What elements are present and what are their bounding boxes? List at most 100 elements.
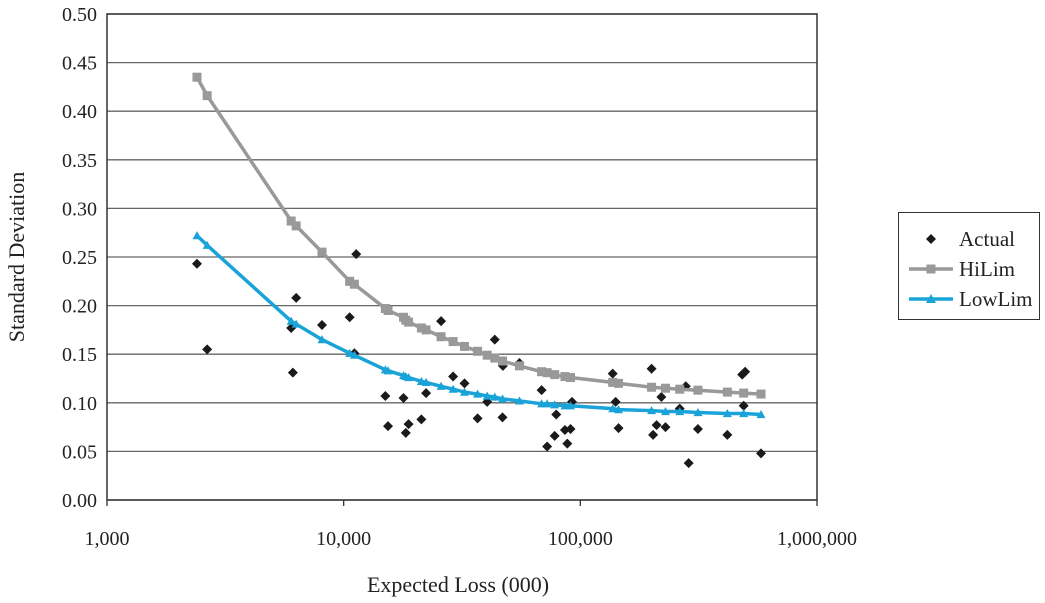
data-point-lowlim xyxy=(614,405,624,414)
data-point-hilim xyxy=(459,341,469,351)
x-tick-labels: 1,000 10,000 100,000 1,000,000 xyxy=(85,500,857,550)
data-point-actual xyxy=(351,249,362,260)
data-point-actual xyxy=(562,438,573,449)
plot-frame xyxy=(106,13,818,501)
data-point-actual xyxy=(551,409,562,420)
data-point-lowlim xyxy=(482,391,492,400)
legend: Actual HiLim LowLim xyxy=(898,212,1040,320)
y-tick-label: 0.05 xyxy=(62,441,97,463)
data-point-actual xyxy=(380,390,391,401)
data-point-hilim xyxy=(739,388,749,398)
data-point-actual xyxy=(489,334,500,345)
data-point-lowlim xyxy=(498,394,508,403)
data-point-actual xyxy=(565,424,576,435)
data-point-lowlim xyxy=(514,396,524,405)
data-point-lowlim xyxy=(286,316,296,325)
data-point-hilim xyxy=(192,72,202,82)
data-point-actual xyxy=(421,388,432,399)
data-point-hilim xyxy=(614,378,624,388)
data-point-hilim xyxy=(473,346,483,356)
data-point-hilim xyxy=(660,383,670,393)
data-point-actual xyxy=(656,391,667,402)
y-tick-label: 0.50 xyxy=(62,4,97,26)
data-point-actual xyxy=(660,422,671,433)
legend-item-lowlim: LowLim xyxy=(907,285,1033,313)
legend-marker-actual xyxy=(926,234,936,244)
data-point-actual xyxy=(191,258,202,269)
legend-swatch-graphic xyxy=(909,294,953,303)
data-point-hilim xyxy=(498,356,508,366)
data-point-lowlim xyxy=(192,231,202,240)
series-layer xyxy=(191,72,767,469)
data-point-actual xyxy=(398,392,409,403)
data-point-actual xyxy=(648,429,659,440)
data-point-actual xyxy=(613,423,624,434)
x-axis-title: Expected Loss (000) xyxy=(367,572,549,597)
legend-swatch-hilim xyxy=(907,259,955,279)
data-point-lowlim xyxy=(317,335,327,344)
data-point-hilim xyxy=(349,279,359,289)
data-point-hilim xyxy=(482,350,492,360)
data-point-actual xyxy=(459,378,470,389)
data-point-actual xyxy=(692,424,703,435)
y-axis-title: Standard Deviation xyxy=(4,172,29,342)
series-hilim xyxy=(192,72,766,399)
legend-item-hilim: HiLim xyxy=(907,255,1015,283)
data-point-hilim xyxy=(421,325,431,335)
data-point-actual xyxy=(542,441,553,452)
y-tick-label: 0.45 xyxy=(62,53,97,75)
data-point-lowlim xyxy=(647,406,657,415)
data-point-hilim xyxy=(756,389,766,399)
grid-lines xyxy=(107,13,817,501)
data-point-actual xyxy=(472,413,483,424)
data-point-actual xyxy=(416,414,427,425)
legend-swatch-lowlim xyxy=(907,289,955,309)
data-point-hilim xyxy=(383,305,393,315)
y-tick-label: 0.15 xyxy=(62,344,97,366)
hilim-line xyxy=(195,76,762,396)
data-point-actual xyxy=(497,412,508,423)
data-point-lowlim xyxy=(404,373,414,382)
data-point-actual xyxy=(683,458,694,469)
data-point-actual xyxy=(287,367,298,378)
y-tick-label: 0.00 xyxy=(62,490,97,512)
data-point-lowlim xyxy=(542,399,552,408)
data-point-lowlim xyxy=(756,409,766,419)
data-point-lowlim xyxy=(448,384,458,393)
data-point-actual xyxy=(651,420,662,431)
data-point-actual xyxy=(549,430,560,441)
y-tick-label: 0.35 xyxy=(62,150,97,172)
x-tick-label: 1,000 xyxy=(85,528,130,550)
data-point-hilim xyxy=(608,377,618,387)
data-point-actual xyxy=(403,419,414,430)
data-point-actual xyxy=(317,320,328,331)
legend-swatch-graphic xyxy=(909,264,953,274)
y-tick-labels: 0.00 0.05 0.10 0.15 0.20 0.25 0.30 0.35 0.40 0.45… xyxy=(62,4,97,512)
data-point-hilim xyxy=(647,382,657,392)
y-tick-label: 0.30 xyxy=(62,198,97,220)
series-lowlim xyxy=(192,231,766,419)
data-point-hilim xyxy=(542,368,552,378)
data-point-actual xyxy=(536,385,547,396)
legend-marker-hilim xyxy=(926,264,936,274)
data-point-lowlim xyxy=(291,319,301,328)
series-actual xyxy=(191,249,767,469)
data-point-lowlim xyxy=(675,407,685,416)
data-point-actual xyxy=(383,421,394,432)
x-tick-label: 1,000,000 xyxy=(777,528,857,550)
data-point-hilim xyxy=(448,337,458,347)
data-point-hilim xyxy=(345,276,355,286)
data-point-actual xyxy=(607,368,618,379)
legend-label-hilim: HiLim xyxy=(959,256,1015,281)
x-tick-label: 100,000 xyxy=(548,528,613,550)
data-point-hilim xyxy=(722,387,732,397)
data-point-lowlim xyxy=(459,387,469,396)
data-point-hilim xyxy=(550,370,560,380)
data-point-lowlim xyxy=(566,401,576,410)
data-point-lowlim xyxy=(660,407,670,416)
data-point-actual xyxy=(344,312,355,323)
data-point-hilim xyxy=(317,247,327,257)
data-point-actual xyxy=(756,448,767,459)
data-point-lowlim xyxy=(202,240,212,249)
